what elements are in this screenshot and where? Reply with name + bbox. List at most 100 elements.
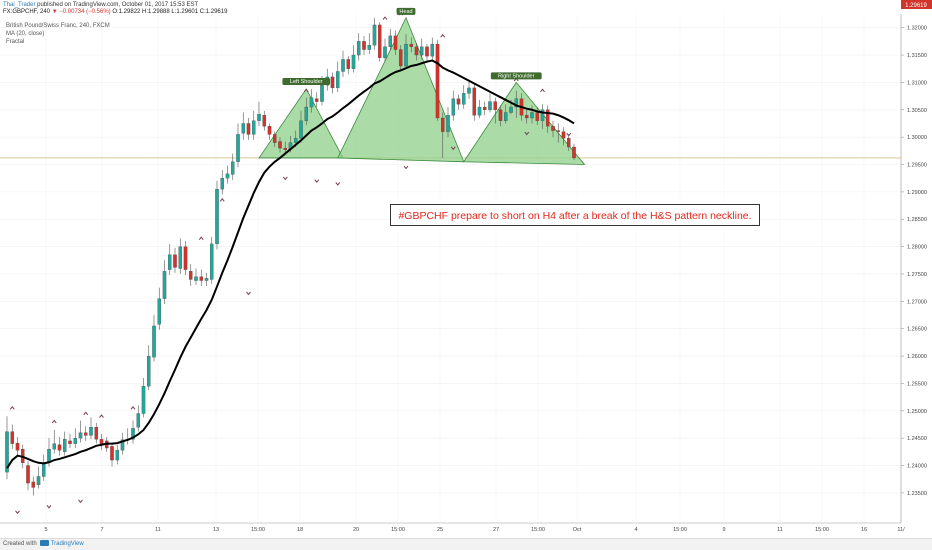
candle-body — [299, 120, 303, 139]
candle-body — [362, 41, 366, 50]
candle-body — [194, 276, 198, 281]
fractal-up-marker — [219, 198, 225, 202]
time-tick-label: 18 — [297, 527, 303, 533]
time-tick-label: 20 — [353, 527, 359, 533]
fractal-up-marker — [198, 236, 204, 240]
fractal-up-marker — [83, 411, 89, 416]
fractal-down-marker — [450, 146, 456, 151]
fractal-up-marker — [51, 419, 57, 424]
candle-body — [293, 138, 298, 143]
candle-body — [456, 98, 461, 105]
created-with-label: Created with — [3, 541, 37, 547]
ohlc-values: O:1.29822 H:1.29888 L:1.29601 C:1.29619 — [112, 9, 228, 15]
candle-body — [477, 106, 482, 116]
candle-body — [367, 45, 371, 50]
candle-body — [530, 112, 534, 119]
candle-body — [173, 254, 177, 268]
candle-body — [356, 41, 361, 56]
fractal-down-marker — [282, 176, 288, 181]
candle-body — [372, 24, 377, 46]
price-change: ▼ −0.00734 (−0.56%) — [51, 9, 111, 15]
time-axis[interactable]: 5 7 11 13 15:00 18 20 15:00 25 27 15:00 Oct 4 15:00 9 1… — [0, 522, 905, 533]
candle-body — [204, 278, 209, 281]
time-tick-label: 13 — [213, 527, 219, 533]
fractal-up-marker — [9, 406, 15, 410]
candle-body — [540, 109, 545, 121]
candle-body — [398, 49, 403, 67]
symbol[interactable]: FX:GBPCHF, 240 — [3, 9, 51, 15]
time-tick-label: 11 — [155, 527, 161, 533]
time-tick-label: 9 — [722, 527, 725, 533]
candle-body — [404, 43, 408, 67]
candle-body — [572, 146, 576, 159]
candle-body — [262, 115, 266, 127]
candle-body — [546, 109, 550, 127]
candle-body — [556, 130, 561, 132]
fractal-down-marker — [566, 132, 572, 137]
candle-body — [461, 93, 466, 105]
pattern-label-bg — [490, 72, 542, 80]
candle-body — [419, 46, 424, 56]
candle-body — [57, 444, 62, 451]
pattern-label: Right Shoulder — [498, 73, 535, 79]
price-tick-label: 1.24500 — [907, 436, 927, 442]
fractal-up-marker — [130, 406, 136, 410]
candle-body — [509, 106, 513, 113]
fractal-down-marker — [246, 291, 251, 296]
candle-body — [346, 59, 350, 69]
candles — [5, 17, 576, 496]
publish-header: Thai_Trader published on TradingView.com… — [3, 1, 198, 9]
candle-body — [498, 109, 503, 121]
time-tick-label: 15:00 — [391, 527, 405, 533]
candle-body — [26, 465, 30, 484]
candle-body — [440, 117, 445, 132]
price-tick-label: 1.25000 — [907, 409, 927, 415]
candle-body — [488, 101, 492, 110]
candle-body — [246, 123, 251, 135]
price-tick-label: 1.30000 — [907, 135, 927, 141]
candle-body — [110, 446, 114, 461]
fractal-down-marker — [78, 499, 83, 504]
indicator-legend: British Pound/Swiss Franc, 240, FXCM MA … — [6, 22, 110, 46]
candle-body — [120, 439, 125, 451]
candle-body — [335, 71, 340, 89]
candle-body — [330, 76, 335, 89]
time-tick-label: 25 — [437, 527, 443, 533]
fractal-indicator-label[interactable]: Fractal — [6, 39, 25, 45]
tradingview-logo-icon — [39, 540, 49, 547]
candle-body — [99, 439, 104, 444]
candle-body — [146, 355, 151, 387]
candle-body — [78, 432, 83, 439]
time-tick-label: 11/ — [897, 527, 905, 533]
candle-body — [561, 131, 566, 139]
tradingview-brand-link[interactable]: TradingView — [50, 541, 84, 547]
symbol-line: FX:GBPCHF, 240 ▼ −0.00734 (−0.56%) O:1.2… — [3, 9, 227, 15]
candle-body — [230, 161, 235, 175]
candle-body — [535, 112, 540, 121]
candle-body — [68, 440, 72, 444]
candle-body — [10, 431, 14, 444]
price-tick-label: 1.29500 — [907, 163, 927, 169]
candle-body — [36, 476, 41, 485]
price-tick-label: 1.26500 — [907, 327, 927, 333]
price-tick-label: 1.23500 — [907, 491, 927, 497]
candle-body — [251, 120, 256, 135]
fractal-up-marker — [382, 16, 388, 20]
price-tick-label: 1.30500 — [907, 108, 927, 114]
candle-body — [31, 481, 35, 488]
head-triangle — [337, 16, 465, 163]
ma-indicator-label[interactable]: MA (20, close) — [6, 31, 45, 37]
time-tick-label: 15:00 — [673, 527, 687, 533]
candle-body — [430, 43, 434, 57]
candle-body — [42, 462, 46, 477]
candle-body — [482, 106, 487, 110]
price-axis[interactable]: 1.23500 1.24000 1.24500 1.25000 1.25500 1.260… — [900, 14, 927, 523]
fractal-up-marker — [540, 88, 545, 93]
time-tick-label: 15:00 — [815, 527, 829, 533]
candle-body — [220, 178, 224, 190]
author-link[interactable]: Thai_Trader — [3, 2, 36, 8]
time-tick-label: 27 — [493, 527, 499, 533]
candle-body — [525, 115, 529, 119]
publish-info: published on TradingView.com, October 01… — [35, 2, 199, 8]
